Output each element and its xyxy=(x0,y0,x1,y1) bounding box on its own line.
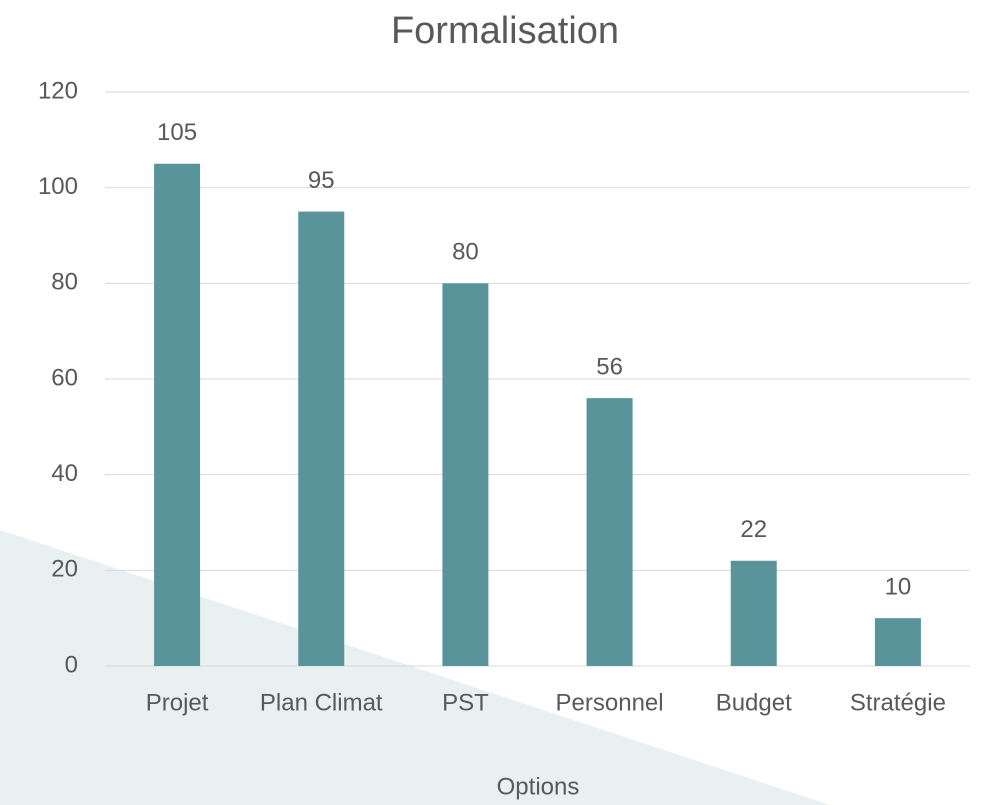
x-tick-label: Projet xyxy=(146,689,209,716)
bar xyxy=(586,398,633,666)
y-tick-label: 0 xyxy=(65,651,78,678)
y-tick-label: 80 xyxy=(51,269,78,296)
bar xyxy=(874,618,921,666)
bar xyxy=(154,163,201,666)
x-tick-label: PST xyxy=(442,689,489,716)
y-tick-label: 20 xyxy=(51,556,78,583)
data-label: 10 xyxy=(885,574,912,601)
x-tick-label: Personnel xyxy=(556,689,664,716)
data-label: 22 xyxy=(740,516,767,543)
bar xyxy=(442,283,489,666)
data-label: 105 xyxy=(157,119,197,146)
bar xyxy=(298,211,345,667)
y-tick-label: 60 xyxy=(51,364,78,391)
chart-title: Formalisation xyxy=(391,10,619,52)
y-tick-label: 40 xyxy=(51,460,78,487)
x-tick-label: Stratégie xyxy=(850,689,946,716)
y-tick-label: 120 xyxy=(38,77,78,104)
bar xyxy=(730,560,777,666)
data-label: 80 xyxy=(452,239,479,266)
x-tick-label: Budget xyxy=(716,689,792,716)
x-tick-label: Plan Climat xyxy=(260,689,383,716)
x-axis-label: Options xyxy=(497,773,580,800)
background-shape xyxy=(0,530,830,805)
data-label: 56 xyxy=(596,353,623,380)
y-tick-label: 100 xyxy=(38,173,78,200)
data-label: 95 xyxy=(308,167,335,194)
